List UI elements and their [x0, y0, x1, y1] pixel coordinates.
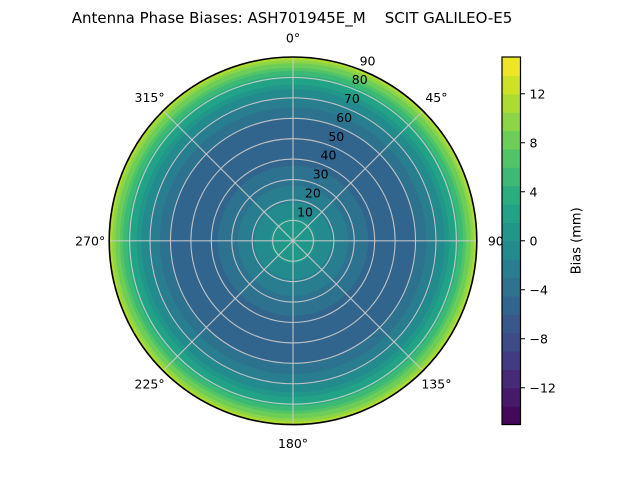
colorbar-segment [502, 75, 521, 95]
chart-title: Antenna Phase Biases: ASH701945E_M SCIT … [71, 9, 513, 27]
angle-label: 225° [135, 377, 165, 392]
radial-tick-label: 30 [313, 167, 329, 182]
colorbar-segment [502, 406, 521, 426]
grid-spoke [162, 240, 294, 372]
colorbar-segment [502, 185, 521, 205]
angle-label: 45° [425, 90, 447, 105]
angle-label: 0° [286, 31, 300, 46]
polar-grid [109, 57, 477, 425]
radial-tick-label: 80 [352, 72, 368, 87]
colorbar-segment [502, 387, 521, 407]
angle-label: 315° [135, 90, 165, 105]
radial-tick-label: 60 [336, 110, 352, 125]
colorbar-tick-label: −8 [530, 331, 548, 346]
angle-label: 270° [75, 233, 105, 248]
angle-label: 135° [421, 377, 451, 392]
radial-tick-label: 10 [297, 204, 313, 219]
colorbar-tick-label: −12 [530, 380, 556, 395]
grid-spoke [292, 110, 424, 242]
colorbar-segment [502, 351, 521, 370]
grid-spoke [292, 240, 424, 372]
colorbar-segment [502, 277, 521, 297]
colorbar-segment [502, 167, 521, 187]
colorbar-tick-label: 4 [530, 184, 538, 199]
radial-tick-label: 40 [321, 148, 337, 163]
angle-label: 180° [278, 436, 308, 451]
colorbar-segment [502, 57, 521, 76]
radial-tick-label: 90 [360, 53, 376, 68]
colorbar-segment [502, 222, 521, 242]
radial-tick-label: 70 [344, 91, 360, 106]
radial-tick-label: 20 [305, 185, 321, 200]
angle-label: 90 [488, 233, 504, 248]
colorbar-segment [502, 130, 521, 150]
colorbar-segment [502, 369, 521, 389]
plot-border [108, 56, 478, 426]
colorbar-segment [502, 259, 521, 279]
colorbar-segment [502, 148, 521, 168]
colorbar-tick-label: 8 [530, 135, 538, 150]
colorbar-segment [502, 295, 521, 315]
colorbar-segment [502, 93, 521, 113]
colorbar-tick-label: −4 [530, 282, 548, 297]
colorbar-segment [502, 240, 521, 260]
radial-tick-label: 50 [328, 129, 344, 144]
colorbar-tick-label: 0 [530, 233, 538, 248]
colorbar-segment [502, 332, 521, 352]
colorbar-segment [502, 112, 521, 132]
colorbar [501, 56, 525, 426]
colorbar-axis-label: Bias (mm) [570, 207, 585, 274]
colorbar-segment [502, 314, 521, 334]
colorbar-segment [502, 204, 521, 223]
grid-spoke [162, 110, 294, 242]
colorbar-tick-label: 12 [530, 86, 546, 101]
